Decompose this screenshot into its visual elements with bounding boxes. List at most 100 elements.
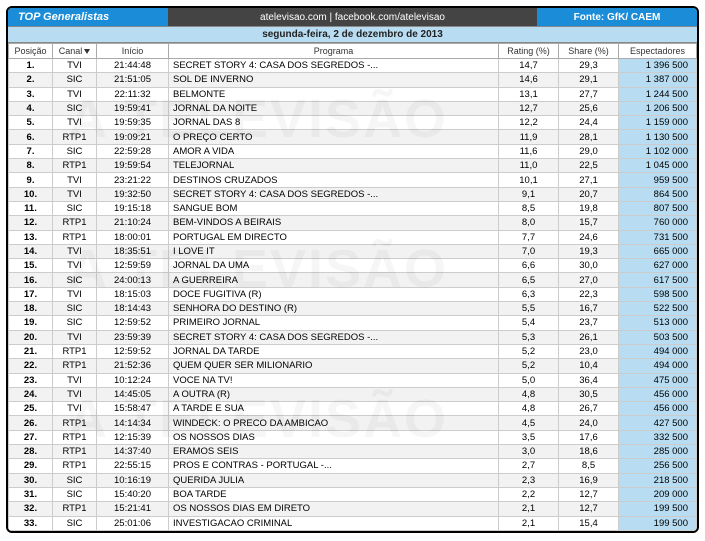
cell-program: BOA TARDE [169, 487, 499, 501]
table-row: 26.RTP114:14:34WINDECK: O PRECO DA AMBIC… [9, 416, 697, 430]
table-row: 29.RTP122:55:15PROS E CONTRAS - PORTUGAL… [9, 459, 697, 473]
cell-rating: 11,9 [499, 130, 559, 144]
cell-start: 18:00:01 [97, 230, 169, 244]
cell-program: OS NOSSOS DIAS [169, 430, 499, 444]
cell-share: 27,0 [559, 273, 619, 287]
cell-position: 1. [9, 59, 53, 73]
table-row: 27.RTP112:15:39OS NOSSOS DIAS3,517,6332 … [9, 430, 697, 444]
cell-start: 12:59:52 [97, 344, 169, 358]
cell-rating: 8,0 [499, 216, 559, 230]
table-row: 21.RTP112:59:52JORNAL DA TARDE5,223,0494… [9, 344, 697, 358]
cell-start: 23:59:39 [97, 330, 169, 344]
cell-share: 27,7 [559, 87, 619, 101]
cell-rating: 14,7 [499, 59, 559, 73]
cell-program: SENHORA DO DESTINO (R) [169, 302, 499, 316]
cell-position: 21. [9, 344, 53, 358]
cell-start: 21:10:24 [97, 216, 169, 230]
subheader-row: segunda-feira, 2 de dezembro de 2013 [8, 26, 697, 43]
cell-rating: 7,7 [499, 230, 559, 244]
cell-program: QUERIDA JULIA [169, 473, 499, 487]
table-row: 10.TVI19:32:50SECRET STORY 4: CASA DOS S… [9, 187, 697, 201]
table-row: 1.TVI21:44:48SECRET STORY 4: CASA DOS SE… [9, 59, 697, 73]
cell-position: 6. [9, 130, 53, 144]
cell-viewers: 1 045 000 [619, 159, 697, 173]
cell-program: SANGUE BOM [169, 201, 499, 215]
cell-rating: 4,5 [499, 416, 559, 430]
cell-rating: 6,5 [499, 273, 559, 287]
cell-share: 28,1 [559, 130, 619, 144]
cell-share: 20,7 [559, 187, 619, 201]
col-channel[interactable]: Canal [53, 44, 97, 59]
cell-rating: 8,5 [499, 201, 559, 215]
cell-share: 19,8 [559, 201, 619, 215]
cell-position: 7. [9, 144, 53, 158]
cell-program: WINDECK: O PRECO DA AMBICAO [169, 416, 499, 430]
cell-viewers: 475 000 [619, 373, 697, 387]
cell-channel: TVI [53, 402, 97, 416]
cell-program: JORNAL DA TARDE [169, 344, 499, 358]
cell-rating: 5,2 [499, 344, 559, 358]
ratings-table: Posição Canal Início Programa Rating (%)… [8, 43, 697, 531]
cell-share: 15,7 [559, 216, 619, 230]
cell-position: 10. [9, 187, 53, 201]
cell-viewers: 494 000 [619, 344, 697, 358]
table-row: 11.SIC19:15:18SANGUE BOM8,519,8807 500 [9, 201, 697, 215]
cell-program: SECRET STORY 4: CASA DOS SEGREDOS -... [169, 59, 499, 73]
cell-channel: RTP1 [53, 445, 97, 459]
table-row: 3.TVI22:11:32BELMONTE13,127,71 244 500 [9, 87, 697, 101]
header-date: segunda-feira, 2 de dezembro de 2013 [168, 29, 537, 40]
cell-start: 21:51:05 [97, 73, 169, 87]
cell-channel: RTP1 [53, 502, 97, 516]
cell-channel: RTP1 [53, 359, 97, 373]
table-row: 16.SIC24:00:13A GUERREIRA6,527,0617 500 [9, 273, 697, 287]
cell-viewers: 503 500 [619, 330, 697, 344]
cell-share: 23,0 [559, 344, 619, 358]
cell-channel: SIC [53, 144, 97, 158]
cell-start: 18:15:03 [97, 287, 169, 301]
sort-icon [84, 49, 90, 54]
cell-position: 17. [9, 287, 53, 301]
cell-channel: SIC [53, 487, 97, 501]
table-row: 20.TVI23:59:39SECRET STORY 4: CASA DOS S… [9, 330, 697, 344]
cell-start: 22:59:28 [97, 144, 169, 158]
cell-start: 18:35:51 [97, 244, 169, 258]
table-row: 5.TVI19:59:35JORNAL DAS 812,224,41 159 0… [9, 116, 697, 130]
cell-program: OS NOSSOS DIAS EM DIRETO [169, 502, 499, 516]
cell-viewers: 256 500 [619, 459, 697, 473]
cell-start: 14:37:40 [97, 445, 169, 459]
cell-position: 14. [9, 244, 53, 258]
cell-viewers: 456 000 [619, 402, 697, 416]
cell-start: 14:45:05 [97, 387, 169, 401]
cell-program: AMOR A VIDA [169, 144, 499, 158]
cell-share: 26,1 [559, 330, 619, 344]
table-row: 32.RTP115:21:41OS NOSSOS DIAS EM DIRETO2… [9, 502, 697, 516]
cell-viewers: 199 500 [619, 516, 697, 530]
cell-rating: 5,3 [499, 330, 559, 344]
col-viewers: Espectadores [619, 44, 697, 59]
cell-position: 9. [9, 173, 53, 187]
cell-viewers: 617 500 [619, 273, 697, 287]
col-program: Programa [169, 44, 499, 59]
cell-channel: SIC [53, 273, 97, 287]
cell-start: 10:12:24 [97, 373, 169, 387]
cell-program: O PREÇO CERTO [169, 130, 499, 144]
col-start: Início [97, 44, 169, 59]
table-row: 23.TVI10:12:24VOCE NA TV!5,036,4475 000 [9, 373, 697, 387]
cell-channel: SIC [53, 316, 97, 330]
cell-rating: 5,5 [499, 302, 559, 316]
cell-start: 22:55:15 [97, 459, 169, 473]
header-site: atelevisao.com | facebook.com/atelevisao [168, 8, 537, 26]
cell-share: 22,3 [559, 287, 619, 301]
table-row: 13.RTP118:00:01PORTUGAL EM DIRECTO7,724,… [9, 230, 697, 244]
cell-program: DOCE FUGITIVA (R) [169, 287, 499, 301]
header-source: Fonte: GfK/ CAEM [537, 8, 697, 26]
cell-start: 19:59:35 [97, 116, 169, 130]
table-row: 22.RTP121:52:36QUEM QUER SER MILIONARIO5… [9, 359, 697, 373]
cell-share: 24,0 [559, 416, 619, 430]
cell-channel: SIC [53, 473, 97, 487]
cell-rating: 11,6 [499, 144, 559, 158]
cell-program: PROS E CONTRAS - PORTUGAL -... [169, 459, 499, 473]
table-row: 25.TVI15:58:47A TARDE E SUA4,826,7456 00… [9, 402, 697, 416]
cell-channel: RTP1 [53, 230, 97, 244]
cell-position: 29. [9, 459, 53, 473]
